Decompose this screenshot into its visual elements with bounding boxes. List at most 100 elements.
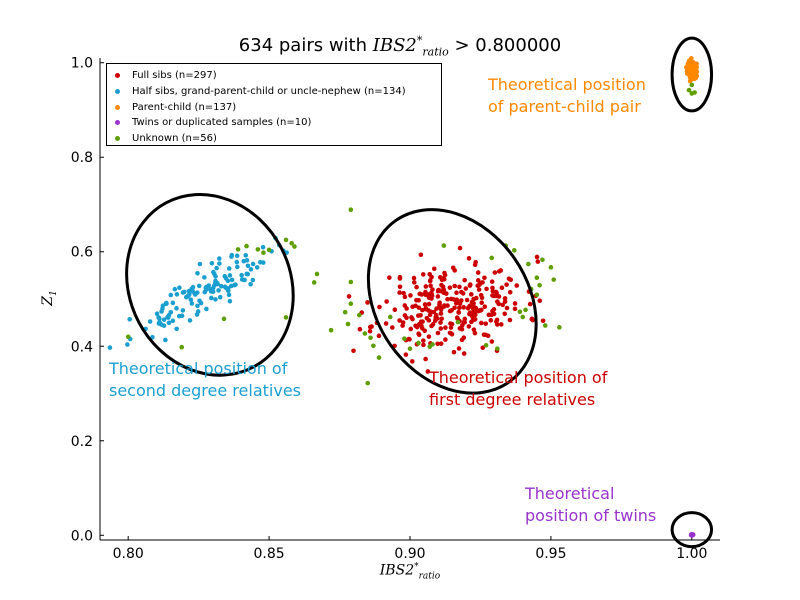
data-point-half-sibs (125, 342, 130, 347)
data-point-full-sibs (512, 301, 518, 306)
data-point-full-sibs (413, 323, 418, 329)
data-point-full-sibs (390, 325, 395, 330)
data-point-full-sibs (475, 270, 481, 275)
data-point-half-sibs (107, 345, 113, 350)
data-point-full-sibs (473, 312, 478, 318)
data-point-full-sibs (507, 289, 513, 295)
data-point-half-sibs (209, 260, 215, 266)
legend-label: Unknown (n=56) (132, 133, 217, 145)
data-point-half-sibs (210, 285, 216, 291)
data-point-full-sibs (491, 311, 497, 317)
data-point-half-sibs (211, 269, 216, 275)
data-point-unknown (523, 307, 528, 313)
data-point-full-sibs (448, 321, 453, 326)
data-point-full-sibs (482, 275, 487, 281)
x-axis-label: IBS2*ratio (379, 562, 441, 582)
data-point-half-sibs (192, 292, 198, 297)
data-point-half-sibs (254, 265, 260, 270)
data-point-full-sibs (410, 304, 415, 310)
data-point-full-sibs (476, 287, 482, 292)
data-point-unknown (266, 247, 272, 253)
data-point-full-sibs (467, 283, 473, 288)
data-point-half-sibs (177, 285, 182, 291)
data-point-full-sibs (483, 321, 489, 326)
data-point-full-sibs (535, 259, 541, 264)
data-point-unknown (489, 255, 495, 261)
data-point-full-sibs (437, 300, 442, 306)
data-point-full-sibs (456, 346, 462, 351)
data-point-full-sibs (438, 341, 444, 346)
data-point-half-sibs (203, 284, 209, 290)
data-point-half-sibs (227, 273, 233, 278)
data-point-full-sibs (426, 295, 432, 300)
data-point-half-sibs (176, 313, 182, 319)
data-point-half-sibs (164, 300, 169, 306)
data-point-unknown (402, 336, 407, 341)
data-point-full-sibs (421, 342, 426, 348)
data-point-half-sibs (184, 294, 189, 300)
data-point-full-sibs (466, 324, 472, 329)
data-point-full-sibs (421, 338, 426, 343)
data-point-full-sibs (440, 284, 446, 290)
data-point-full-sibs (462, 316, 468, 322)
data-point-half-sibs (168, 292, 174, 298)
data-point-half-sibs (245, 271, 251, 277)
data-point-full-sibs (447, 308, 453, 314)
data-point-unknown (348, 301, 354, 307)
data-point-unknown (692, 90, 697, 95)
data-point-full-sibs (484, 286, 489, 292)
theoretical-region-ellipse (125, 192, 295, 377)
legend: Full sibs (n=297) Half sibs, grand-paren… (106, 63, 442, 146)
chart-title: 634 pairs with IBS2*ratio > 0.800000 (0, 34, 800, 59)
data-point-full-sibs (441, 304, 447, 309)
data-point-half-sibs (214, 265, 219, 271)
data-point-full-sibs (351, 348, 356, 354)
data-point-full-sibs (397, 284, 403, 290)
data-point-half-sibs (174, 292, 180, 297)
annotation-parent-child: Theoretical position of parent-child pair (488, 75, 646, 116)
data-point-full-sibs (473, 305, 479, 311)
data-point-half-sibs (189, 301, 195, 306)
data-point-unknown (365, 380, 371, 386)
data-point-full-sibs (392, 307, 398, 313)
data-point-half-sibs (248, 267, 254, 272)
title-prefix: 634 pairs with (238, 35, 373, 56)
data-point-full-sibs (500, 302, 506, 308)
data-point-unknown (430, 342, 435, 347)
data-point-half-sibs (166, 320, 172, 326)
data-point-full-sibs (406, 336, 412, 342)
data-point-half-sibs (147, 319, 153, 324)
data-point-full-sibs (410, 359, 415, 364)
data-point-full-sibs (488, 318, 494, 323)
data-point-full-sibs (425, 369, 431, 374)
data-point-full-sibs (469, 301, 475, 306)
y-tick-label: 0.0 (71, 528, 93, 544)
data-point-full-sibs (447, 285, 453, 290)
data-point-unknown (314, 271, 320, 277)
data-point-full-sibs (461, 305, 466, 310)
data-point-half-sibs (187, 318, 193, 323)
data-point-half-sibs (189, 286, 195, 292)
data-point-full-sibs (448, 296, 454, 302)
data-point-unknown (511, 248, 517, 253)
data-point-full-sibs (435, 294, 441, 299)
data-point-unknown (292, 244, 297, 249)
data-point-parent-child (688, 67, 694, 72)
legend-label: Full sibs (n=297) (132, 70, 217, 82)
data-point-half-sibs (229, 277, 235, 283)
data-point-full-sibs (408, 326, 414, 332)
data-point-full-sibs (424, 315, 430, 321)
data-point-unknown (348, 279, 354, 285)
data-point-full-sibs (453, 301, 459, 306)
data-point-full-sibs (437, 303, 442, 309)
data-point-unknown (289, 240, 294, 246)
data-point-full-sibs (417, 291, 423, 297)
data-point-full-sibs (456, 309, 461, 315)
data-point-full-sibs (410, 316, 415, 322)
data-point-half-sibs (160, 303, 166, 308)
data-point-half-sibs (216, 288, 221, 293)
data-point-full-sibs (471, 327, 477, 333)
data-point-full-sibs (507, 317, 513, 323)
theoretical-region-ellipse (670, 36, 714, 113)
data-point-full-sibs (403, 352, 409, 357)
